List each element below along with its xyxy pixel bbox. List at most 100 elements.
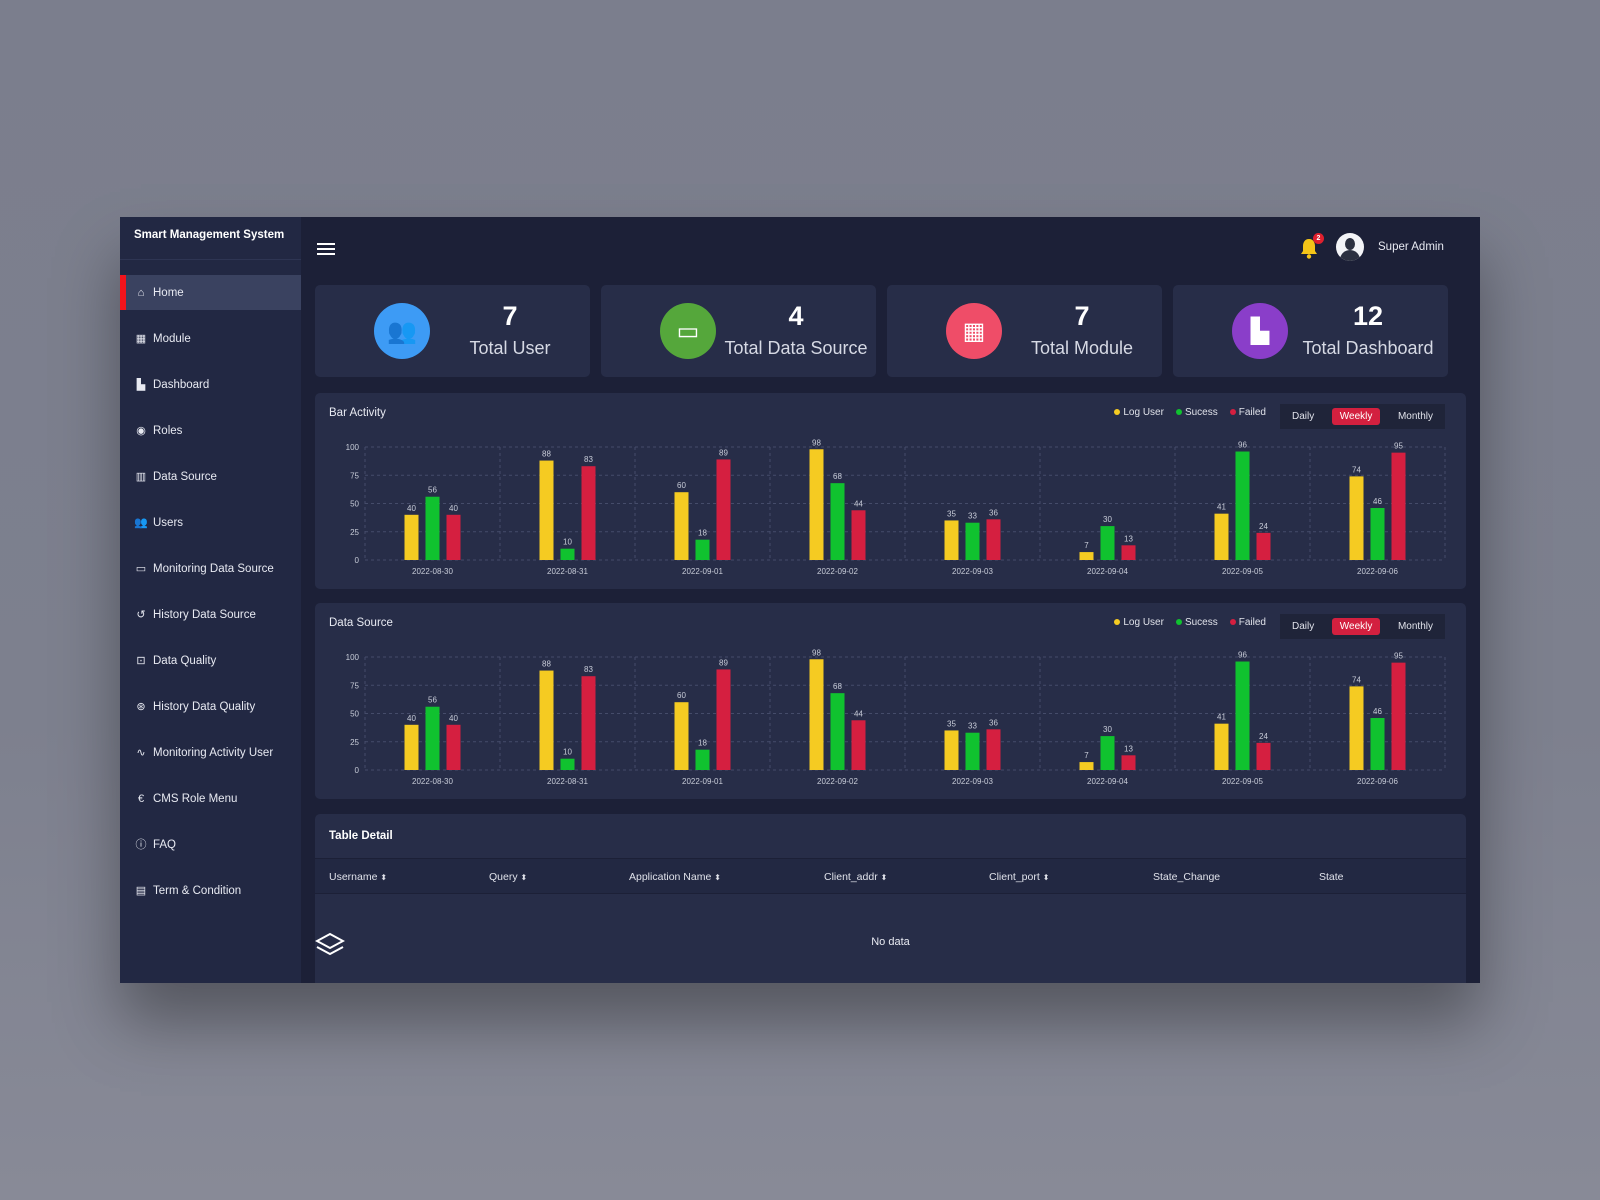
data-label: 88 xyxy=(542,450,551,459)
bar[interactable] xyxy=(1370,718,1385,770)
y-tick-label: 50 xyxy=(350,500,359,509)
bar[interactable] xyxy=(1370,508,1385,560)
range-monthly-button[interactable]: Monthly xyxy=(1397,411,1433,422)
column-header[interactable]: Username ⬍ xyxy=(329,871,387,883)
legend-item[interactable]: Failed xyxy=(1229,617,1266,628)
bar[interactable] xyxy=(1256,532,1271,560)
column-header[interactable]: Client_port ⬍ xyxy=(989,871,1049,883)
sidebar-item-users[interactable]: 👥 Users xyxy=(120,505,301,540)
sort-icon[interactable]: ⬍ xyxy=(880,873,888,882)
bar[interactable] xyxy=(425,706,440,770)
bar[interactable] xyxy=(1214,723,1229,770)
data-label: 33 xyxy=(968,512,977,521)
column-header[interactable]: State xyxy=(1319,871,1344,883)
bar[interactable] xyxy=(809,449,824,560)
sidebar-item-monitoring-data-source[interactable]: ▭ Monitoring Data Source xyxy=(120,551,301,586)
bar[interactable] xyxy=(986,729,1001,770)
bar[interactable] xyxy=(965,732,980,770)
sidebar-item-data-quality[interactable]: ⊡ Data Quality xyxy=(120,643,301,678)
data-label: 40 xyxy=(449,714,458,723)
bar[interactable] xyxy=(539,670,554,770)
stat-card: 👥 7 Total User xyxy=(315,285,590,377)
y-tick-label: 25 xyxy=(350,738,359,747)
legend-item[interactable]: Sucess xyxy=(1175,407,1218,418)
bar[interactable] xyxy=(560,548,575,560)
x-tick-label: 2022-09-04 xyxy=(1087,567,1128,576)
sidebar-item-roles[interactable]: ◉ Roles xyxy=(120,413,301,448)
bar[interactable] xyxy=(446,514,461,560)
bar[interactable] xyxy=(674,702,689,770)
sidebar-item-history-data-source[interactable]: ↺ History Data Source xyxy=(120,597,301,632)
bar[interactable] xyxy=(830,693,845,770)
bar[interactable] xyxy=(1121,545,1136,560)
range-daily-button[interactable]: Daily xyxy=(1292,621,1315,632)
bar[interactable] xyxy=(986,519,1001,560)
bar[interactable] xyxy=(1121,755,1136,770)
range-weekly-button[interactable]: Weekly xyxy=(1331,408,1381,425)
bar[interactable] xyxy=(944,730,959,770)
bar[interactable] xyxy=(1391,662,1406,770)
bar[interactable] xyxy=(1079,762,1094,770)
bar[interactable] xyxy=(1079,552,1094,560)
bar[interactable] xyxy=(539,460,554,560)
bar[interactable] xyxy=(716,669,731,770)
sidebar-item-module[interactable]: ▦ Module xyxy=(120,321,301,356)
bar[interactable] xyxy=(674,492,689,560)
bar[interactable] xyxy=(809,659,824,770)
sidebar-item-cms-role-menu[interactable]: € CMS Role Menu xyxy=(120,781,301,816)
column-header[interactable]: Client_addr ⬍ xyxy=(824,871,887,883)
sidebar-item-home[interactable]: ⌂ Home xyxy=(120,275,301,310)
sidebar-item-dashboard[interactable]: ▙ Dashboard xyxy=(120,367,301,402)
range-daily-button[interactable]: Daily xyxy=(1292,411,1315,422)
data-label: 13 xyxy=(1124,534,1133,543)
bar[interactable] xyxy=(581,676,596,770)
legend-item[interactable]: Sucess xyxy=(1175,617,1218,628)
x-tick-label: 2022-09-05 xyxy=(1222,777,1263,786)
bar[interactable] xyxy=(944,520,959,560)
range-monthly-button[interactable]: Monthly xyxy=(1397,621,1433,632)
menu-toggle-icon[interactable] xyxy=(317,243,335,257)
bell-icon[interactable] xyxy=(1299,237,1319,259)
bar[interactable] xyxy=(695,749,710,770)
legend-item[interactable]: Log User xyxy=(1114,407,1164,418)
sort-icon[interactable]: ⬍ xyxy=(520,873,528,882)
bar[interactable] xyxy=(1214,513,1229,560)
range-weekly-button[interactable]: Weekly xyxy=(1331,618,1381,635)
sidebar-item-monitoring-activity-user[interactable]: ∿ Monitoring Activity User xyxy=(120,735,301,770)
bar[interactable] xyxy=(716,459,731,560)
legend-item[interactable]: Log User xyxy=(1114,617,1164,628)
avatar[interactable] xyxy=(1336,233,1364,261)
sort-icon[interactable]: ⬍ xyxy=(1042,873,1050,882)
bar[interactable] xyxy=(425,496,440,560)
user-name[interactable]: Super Admin xyxy=(1378,241,1444,253)
bar[interactable] xyxy=(1100,526,1115,560)
bar[interactable] xyxy=(404,514,419,560)
bar[interactable] xyxy=(695,539,710,560)
bar[interactable] xyxy=(1100,736,1115,770)
bar[interactable] xyxy=(851,720,866,770)
bar[interactable] xyxy=(446,724,461,770)
bar[interactable] xyxy=(1349,476,1364,560)
sort-icon[interactable]: ⬍ xyxy=(714,873,721,882)
bar[interactable] xyxy=(830,483,845,560)
bar[interactable] xyxy=(1235,451,1250,560)
bar[interactable] xyxy=(581,466,596,560)
sidebar-item-term-condition[interactable]: ▤ Term & Condition xyxy=(120,873,301,908)
bar[interactable] xyxy=(1349,686,1364,770)
column-header[interactable]: Application Name ⬍ xyxy=(629,871,721,883)
bar[interactable] xyxy=(965,522,980,560)
bar[interactable] xyxy=(1391,452,1406,560)
sidebar-item-faq[interactable]: ⓘ FAQ xyxy=(120,827,301,862)
sidebar-item-history-data-quality[interactable]: ⊛ History Data Quality xyxy=(120,689,301,724)
sidebar-item-data-source[interactable]: ▥ Data Source xyxy=(120,459,301,494)
legend-item[interactable]: Failed xyxy=(1229,407,1266,418)
column-header[interactable]: State_Change xyxy=(1153,871,1220,883)
bar[interactable] xyxy=(404,724,419,770)
bar[interactable] xyxy=(1256,742,1271,770)
sort-icon[interactable]: ⬍ xyxy=(380,873,388,882)
bar[interactable] xyxy=(1235,661,1250,770)
y-tick-label: 75 xyxy=(350,681,359,690)
bar[interactable] xyxy=(560,758,575,770)
column-header[interactable]: Query ⬍ xyxy=(489,871,527,883)
bar[interactable] xyxy=(851,510,866,560)
